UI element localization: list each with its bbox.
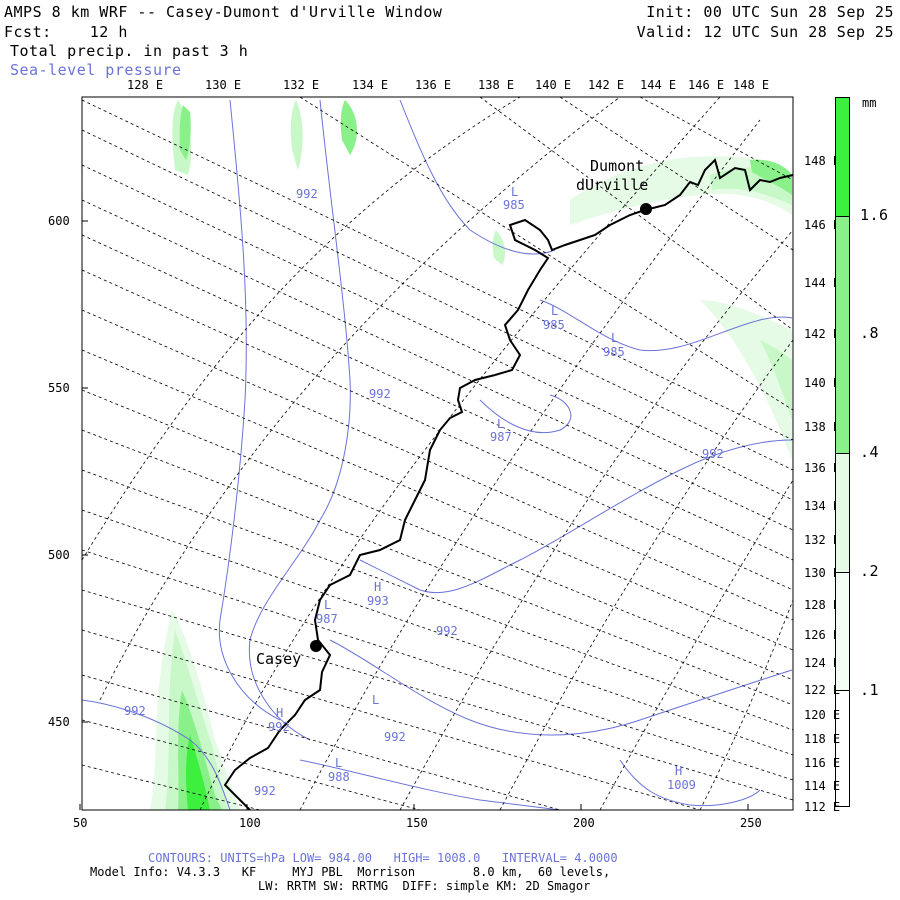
isobar-contours — [82, 99, 793, 810]
contour-info: CONTOURS: UNITS=hPa LOW= 984.00 HIGH= 10… — [148, 851, 618, 865]
overlay-label: Sea-level pressure — [10, 61, 182, 79]
colorbar-swatch-faint — [836, 573, 849, 691]
left-grid-tick: 450 — [48, 715, 70, 729]
isobar-label: 992 — [254, 784, 276, 798]
station-marker-dumont — [640, 203, 652, 215]
station-label-casey: Casey — [256, 650, 302, 668]
top-lon-label: 148 E — [733, 78, 770, 92]
bottom-grid-tick: 200 — [573, 816, 595, 830]
high-center: H — [675, 764, 683, 778]
high-center: H — [374, 580, 382, 594]
isobar-label: 992 — [436, 624, 458, 638]
model-info: Model Info: V4.3.3 KF MYJ PBL Morrison 8… — [90, 865, 611, 879]
right-lon-label: 112 E — [804, 800, 841, 814]
coastline — [223, 158, 793, 810]
precip-shading — [150, 100, 792, 810]
bottom-grid-tick: 100 — [239, 816, 261, 830]
colorbar-label: .1 — [860, 681, 880, 699]
field-label: Total precip. in past 3 h — [10, 42, 249, 60]
low-center: L — [324, 598, 332, 612]
top-lon-label: 142 E — [588, 78, 625, 92]
left-grid-tick: 550 — [48, 381, 70, 395]
top-lon-label: 136 E — [415, 78, 452, 92]
colorbar-label: 1.6 — [860, 206, 889, 224]
isobar-label: 992 — [384, 730, 406, 744]
forecast-value: 12 h — [89, 23, 128, 41]
forecast-label: Fcst: — [4, 23, 52, 41]
colorbar-swatch-light — [836, 454, 849, 573]
isobar-label: 985 — [543, 318, 565, 332]
right-lon-label: 118 E — [804, 732, 841, 746]
isobar-label: 992 — [369, 387, 391, 401]
isobar-label: 992 — [296, 187, 318, 201]
colorbar-swatch-heavy — [836, 98, 849, 217]
isobar-label: 993 — [367, 594, 389, 608]
map-title: AMPS 8 km WRF -- Casey-Dumont d'Urville … — [4, 3, 443, 21]
colorbar-unit: mm — [862, 96, 877, 110]
colorbar-swatch-mid — [836, 217, 849, 454]
station-label-dumont: Dumont dUrville — [576, 157, 648, 195]
valid-time: Valid: 12 UTC Sun 28 Sep 25 — [636, 23, 894, 41]
top-lon-label: 140 E — [535, 78, 572, 92]
bottom-grid-tick: 150 — [406, 816, 428, 830]
top-lon-label: 130 E — [205, 78, 242, 92]
high-center: H — [276, 706, 284, 720]
station-marker-casey — [310, 640, 322, 652]
station-label-line: Dumont — [590, 157, 645, 175]
isobar-label: 1009 — [667, 778, 696, 792]
isobar-label: 992 — [702, 447, 724, 461]
right-lon-label: 120 E — [804, 708, 841, 722]
left-grid-tick: 500 — [48, 548, 70, 562]
right-lon-label: 116 E — [804, 756, 841, 770]
low-center: L — [372, 693, 380, 707]
top-lon-label: 132 E — [283, 78, 320, 92]
bottom-grid-tick: 50 — [73, 816, 88, 830]
low-center: L — [335, 756, 343, 770]
bottom-grid-tick: 250 — [740, 816, 762, 830]
right-lon-label: 114 E — [804, 779, 841, 793]
isobar-label: 992 — [124, 704, 146, 718]
physics-info: LW: RRTM SW: RRTMG DIFF: simple KM: 2D S… — [258, 879, 591, 893]
isobar-label: 985 — [503, 198, 525, 212]
isobar-label: 992 — [268, 720, 290, 734]
top-lon-label: 146 E — [688, 78, 725, 92]
top-lon-label: 128 E — [127, 78, 164, 92]
low-center: L — [611, 331, 619, 345]
top-lon-label: 134 E — [352, 78, 389, 92]
colorbar-label: .8 — [860, 324, 880, 342]
top-lon-label: 144 E — [640, 78, 677, 92]
colorbar-label: .2 — [860, 562, 880, 580]
station-label-line: dUrville — [576, 176, 649, 194]
colorbar-label: .4 — [860, 443, 880, 461]
low-center: L — [511, 185, 519, 199]
forecast-hour: Fcst: 12 h — [4, 24, 128, 41]
colorbar — [835, 97, 850, 807]
isobar-label: 987 — [490, 430, 512, 444]
left-grid-tick: 600 — [48, 214, 70, 228]
top-lon-label: 138 E — [478, 78, 515, 92]
isobar-label: 988 — [328, 770, 350, 784]
init-time: Init: 00 UTC Sun 28 Sep 25 — [646, 3, 894, 21]
low-center: L — [497, 417, 505, 431]
latlon-grid — [82, 97, 793, 810]
low-center: L — [551, 304, 559, 318]
isobar-label: 987 — [316, 612, 338, 626]
isobar-label: 985 — [603, 345, 625, 359]
